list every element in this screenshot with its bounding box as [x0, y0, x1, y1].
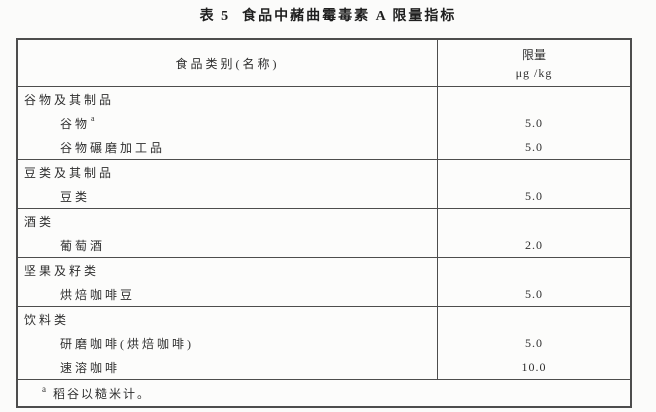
table-header-row: 食品类别(名称) 限量 μg /kg [18, 40, 630, 87]
section-cereals: 谷物及其制品 谷物 a 谷物碾磨加工品 5.0 5.0 [18, 87, 630, 160]
item-row: 葡萄酒 [60, 238, 106, 253]
limit-value: 2.0 [525, 237, 543, 252]
limit-value-empty [438, 87, 630, 111]
table-title: 表 5 食品中赭曲霉毒素 A 限量指标 [0, 5, 656, 25]
category-row: 豆类及其制品 [24, 165, 115, 180]
limits-table: 食品类别(名称) 限量 μg /kg 谷物及其制品 谷物 a 谷物碾磨加工品 5.… [16, 38, 632, 408]
limit-value-empty [438, 160, 630, 184]
limit-value: 5.0 [525, 139, 543, 154]
limit-value: 5.0 [525, 335, 543, 350]
category-row: 酒类 [24, 214, 55, 229]
table-footnote: a 稻谷以糙米计。 [18, 380, 630, 406]
column-header-food-category: 食品类别(名称) [18, 40, 438, 86]
limit-value-empty [438, 258, 630, 282]
limit-label: 限量 [521, 47, 546, 62]
limit-value: 10.0 [521, 359, 547, 374]
footnote-marker-sup: a [91, 113, 95, 123]
category-row: 坚果及籽类 [24, 263, 100, 278]
limit-value: 5.0 [525, 286, 543, 301]
section-beverages: 饮料类 研磨咖啡(烘焙咖啡) 速溶咖啡 5.0 10.0 [18, 307, 630, 380]
item-row: 烘焙咖啡豆 [60, 287, 136, 302]
section-nuts-seeds: 坚果及籽类 烘焙咖啡豆 5.0 [18, 258, 630, 307]
footnote-marker: a [42, 384, 46, 394]
item-row: 谷物碾磨加工品 [60, 140, 166, 155]
footnote-text: 稻谷以糙米计。 [53, 386, 152, 401]
item-row: 谷物 a [60, 113, 95, 131]
table-number: 表 5 [199, 9, 231, 24]
column-header-limit: 限量 μg /kg [438, 40, 630, 86]
limit-unit: μg /kg [515, 65, 553, 80]
item-row: 研磨咖啡(烘焙咖啡) [60, 336, 194, 351]
limit-value-empty [438, 209, 630, 233]
category-row: 谷物及其制品 [24, 92, 115, 107]
limit-value: 5.0 [525, 188, 543, 203]
table-caption: 食品中赭曲霉毒素 A 限量指标 [242, 9, 457, 24]
item-row: 豆类 [60, 189, 91, 204]
section-beans: 豆类及其制品 豆类 5.0 [18, 160, 630, 209]
limit-value-empty [438, 307, 630, 331]
item-row: 速溶咖啡 [60, 360, 121, 375]
section-alcohol: 酒类 葡萄酒 2.0 [18, 209, 630, 258]
limit-value: 5.0 [525, 115, 543, 130]
category-row: 饮料类 [24, 312, 70, 327]
